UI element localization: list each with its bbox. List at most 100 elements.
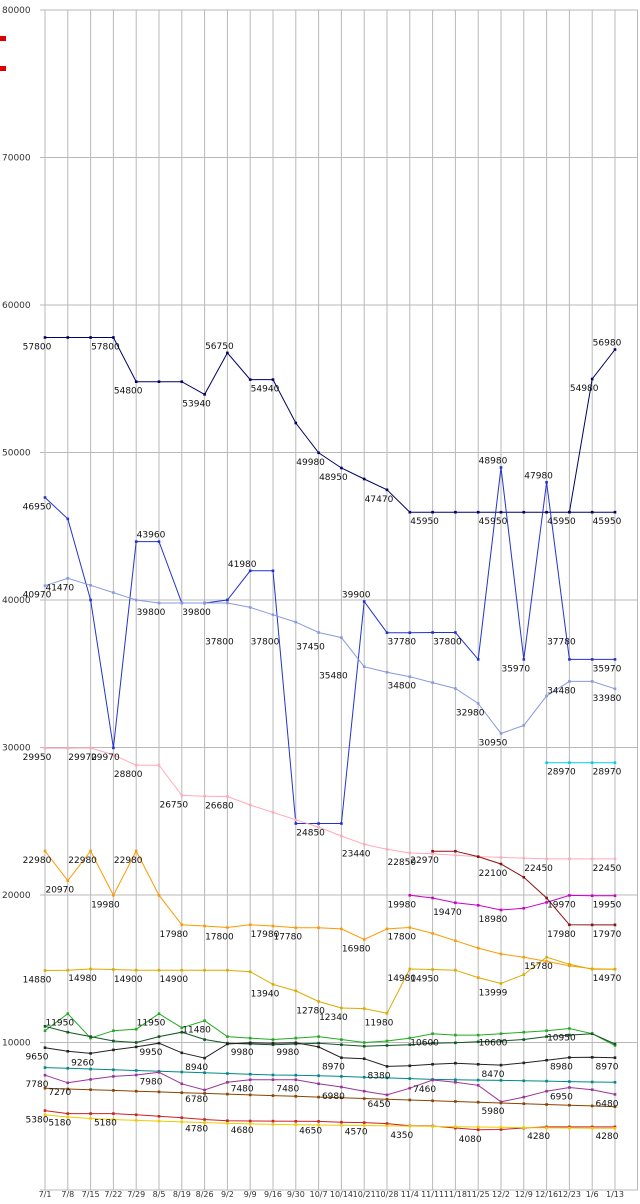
data-point (545, 510, 548, 514)
data-point (522, 1038, 526, 1041)
y-tick-label: 70000 (2, 154, 31, 164)
data-point (385, 927, 389, 931)
data-label: 22980 (23, 856, 52, 866)
data-point (43, 496, 47, 499)
data-label: 45950 (547, 517, 576, 527)
data-point (43, 1046, 47, 1049)
data-label: 14980 (68, 974, 97, 984)
data-point (568, 923, 571, 927)
series-line-royal-volatile (44, 467, 615, 824)
data-point (134, 763, 138, 767)
data-label: 22980 (68, 856, 97, 866)
data-point (317, 1095, 320, 1099)
data-point (568, 857, 571, 861)
data-point (431, 1125, 434, 1128)
data-point (385, 1093, 389, 1097)
x-tick-label: 9/16 (264, 1190, 282, 1199)
data-point (66, 1112, 70, 1115)
data-point (476, 946, 480, 950)
data-point (590, 1032, 594, 1035)
data-point (180, 923, 184, 927)
data-point (43, 1066, 47, 1069)
data-point (431, 896, 434, 900)
data-point (203, 794, 206, 798)
data-point (385, 1124, 389, 1128)
data-point (522, 907, 526, 910)
data-point (203, 968, 206, 972)
data-point (545, 1103, 548, 1106)
data-point (180, 1026, 184, 1030)
data-point (362, 665, 366, 668)
data-point (157, 1041, 161, 1045)
data-point (408, 675, 412, 678)
data-point (590, 857, 594, 861)
data-point (66, 879, 70, 882)
data-point (226, 598, 229, 602)
data-point (362, 1007, 366, 1010)
x-tick-label: 11/4 (401, 1190, 419, 1199)
data-point (89, 1036, 92, 1040)
data-point (294, 818, 298, 822)
series-line-darkgreen (44, 1025, 616, 1047)
data-point (568, 1080, 571, 1083)
data-point (66, 1067, 70, 1070)
series-line-teal-line (44, 1067, 616, 1083)
series-line-purple-line (44, 1071, 616, 1103)
data-label: 22450 (524, 864, 553, 874)
data-point (431, 1032, 434, 1035)
data-point (476, 1033, 480, 1037)
series-line-red-line (44, 1110, 615, 1131)
data-point (248, 1078, 252, 1081)
data-point (454, 687, 457, 690)
data-point (271, 983, 275, 986)
data-point (271, 1073, 275, 1077)
data-point (317, 1035, 320, 1038)
x-tick-label: 10/28 (375, 1190, 398, 1199)
data-point (499, 466, 503, 469)
data-point (66, 1115, 70, 1119)
data-point (89, 1052, 92, 1055)
data-point (43, 1025, 47, 1028)
series-line-yellow-line (44, 1114, 616, 1129)
data-label: 8470 (482, 1070, 505, 1080)
data-label: 49980 (296, 458, 325, 468)
data-point (248, 1072, 252, 1076)
data-point (157, 1115, 161, 1118)
data-point (340, 1043, 343, 1046)
data-point (385, 1122, 389, 1125)
data-point (590, 377, 594, 381)
data-point (545, 761, 548, 764)
data-point (66, 336, 70, 339)
data-point (431, 1063, 434, 1066)
data-point (408, 894, 412, 897)
data-point (317, 825, 320, 829)
data-point (180, 1091, 184, 1094)
data-point (203, 393, 206, 396)
data-point (89, 584, 92, 587)
data-label: 35970 (593, 664, 622, 674)
data-label: 47470 (365, 495, 394, 505)
data-label: 5180 (94, 1119, 117, 1129)
data-point (545, 955, 548, 959)
data-point (157, 1071, 161, 1074)
data-label: 17780 (273, 933, 302, 943)
data-point (408, 1077, 412, 1080)
data-point (43, 336, 47, 339)
y-tick-label: 20000 (2, 891, 31, 901)
data-point (499, 908, 503, 912)
data-point (66, 517, 70, 521)
data-point (385, 1039, 389, 1043)
data-point (613, 1056, 617, 1059)
data-point (294, 822, 298, 825)
data-point (248, 1119, 252, 1123)
data-label: 14970 (593, 974, 622, 984)
data-point (317, 926, 320, 929)
x-tick-label: 12/23 (558, 1190, 581, 1199)
left-edge-marker (0, 66, 6, 71)
data-point (271, 569, 275, 573)
x-tick-label: 8/19 (173, 1190, 191, 1199)
data-point (317, 1045, 320, 1049)
data-label: 37780 (547, 638, 576, 648)
data-point (294, 1123, 298, 1126)
data-point (362, 938, 366, 941)
